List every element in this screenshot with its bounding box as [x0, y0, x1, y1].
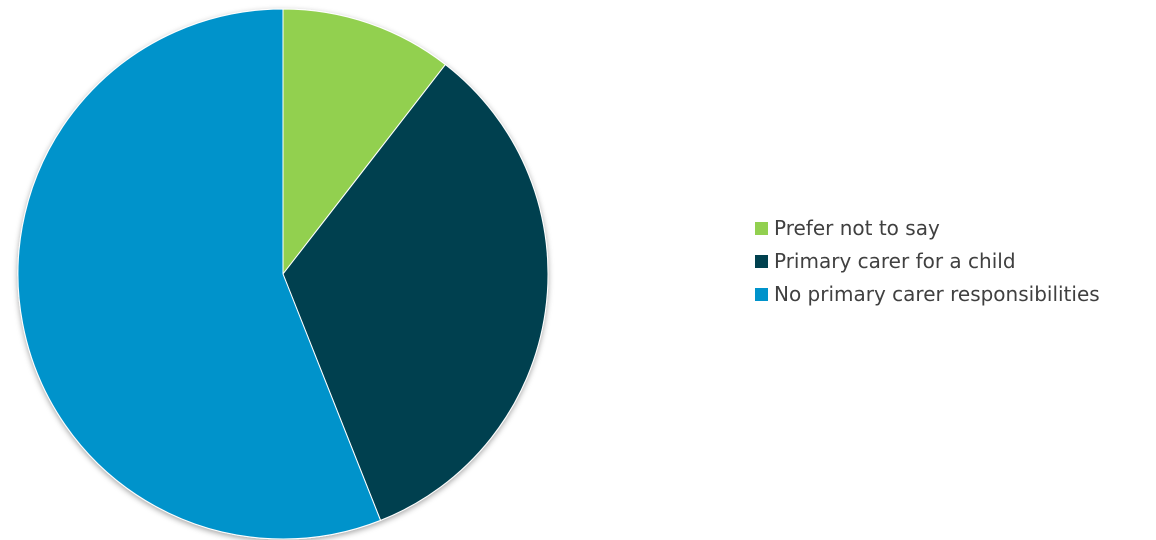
legend-label: Prefer not to say [774, 216, 940, 240]
legend-swatch [755, 221, 768, 235]
legend-item-primary-carer-for-a-child: Primary carer for a child [755, 249, 1145, 273]
pie-slice-no-primary-carer-responsibilities [17, 8, 382, 540]
legend-swatch [755, 254, 768, 268]
pie-slices [17, 8, 549, 540]
legend-swatch [755, 287, 768, 301]
pie-slice-primary-carer-for-a-child [282, 63, 549, 522]
legend-item-prefer-not-to-say: Prefer not to say [755, 216, 1145, 240]
legend-item-no-primary-carer-responsibilities: No primary carer responsibilities [755, 282, 1145, 306]
legend: Prefer not to say Primary carer for a ch… [755, 216, 1145, 315]
legend-label: No primary carer responsibilities [774, 282, 1100, 306]
pie-slice-prefer-not-to-say [282, 8, 447, 276]
legend-label: Primary carer for a child [774, 249, 1016, 273]
